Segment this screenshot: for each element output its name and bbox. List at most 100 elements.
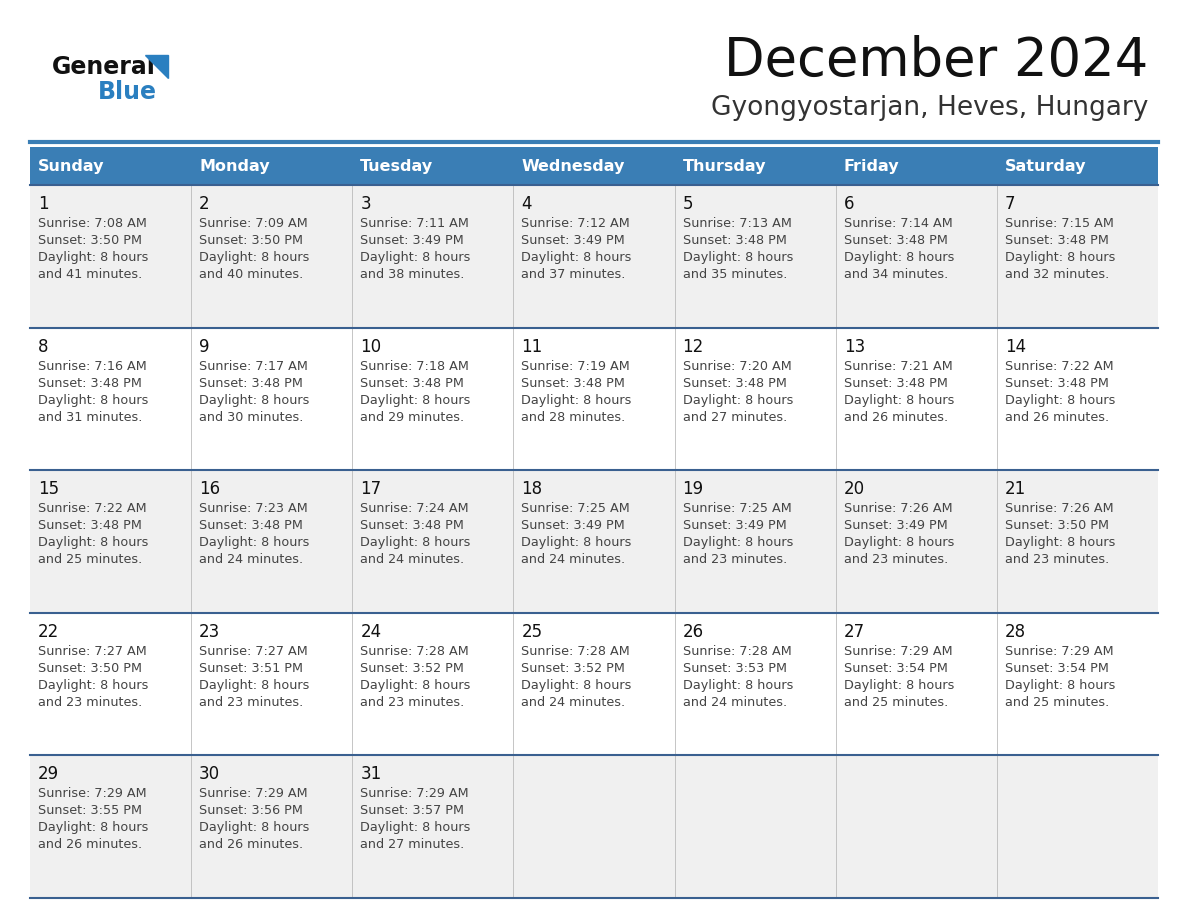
Text: Sunset: 3:48 PM: Sunset: 3:48 PM (200, 520, 303, 532)
Text: Daylight: 8 hours: Daylight: 8 hours (38, 251, 148, 264)
Text: 12: 12 (683, 338, 703, 355)
Text: 28: 28 (1005, 622, 1026, 641)
Text: Sunset: 3:48 PM: Sunset: 3:48 PM (1005, 234, 1108, 247)
Text: Sunrise: 7:22 AM: Sunrise: 7:22 AM (38, 502, 146, 515)
Text: 7: 7 (1005, 195, 1016, 213)
Text: Daylight: 8 hours: Daylight: 8 hours (1005, 536, 1116, 549)
Text: Sunset: 3:48 PM: Sunset: 3:48 PM (843, 234, 948, 247)
Text: Sunrise: 7:09 AM: Sunrise: 7:09 AM (200, 217, 308, 230)
Text: Sunrise: 7:29 AM: Sunrise: 7:29 AM (1005, 644, 1113, 658)
Text: Sunset: 3:48 PM: Sunset: 3:48 PM (360, 376, 465, 389)
Text: Sunset: 3:54 PM: Sunset: 3:54 PM (1005, 662, 1108, 675)
Text: and 41 minutes.: and 41 minutes. (38, 268, 143, 281)
Text: 15: 15 (38, 480, 59, 498)
Text: Daylight: 8 hours: Daylight: 8 hours (38, 394, 148, 407)
Text: Sunset: 3:50 PM: Sunset: 3:50 PM (38, 662, 143, 675)
Text: and 24 minutes.: and 24 minutes. (683, 696, 786, 709)
Bar (30, 147, 1158, 185)
Text: Daylight: 8 hours: Daylight: 8 hours (522, 394, 632, 407)
Text: Sunrise: 7:17 AM: Sunrise: 7:17 AM (200, 360, 308, 373)
Text: Sunday: Sunday (38, 159, 105, 174)
Text: and 40 minutes.: and 40 minutes. (200, 268, 303, 281)
Text: and 30 minutes.: and 30 minutes. (200, 410, 303, 423)
Text: Daylight: 8 hours: Daylight: 8 hours (843, 678, 954, 692)
Text: 6: 6 (843, 195, 854, 213)
Text: Sunset: 3:57 PM: Sunset: 3:57 PM (360, 804, 465, 817)
Text: and 24 minutes.: and 24 minutes. (360, 554, 465, 566)
Text: Sunset: 3:49 PM: Sunset: 3:49 PM (360, 234, 465, 247)
Text: Sunrise: 7:12 AM: Sunrise: 7:12 AM (522, 217, 630, 230)
Text: Daylight: 8 hours: Daylight: 8 hours (360, 394, 470, 407)
Text: Daylight: 8 hours: Daylight: 8 hours (360, 678, 470, 692)
Text: Sunset: 3:55 PM: Sunset: 3:55 PM (38, 804, 143, 817)
Text: Daylight: 8 hours: Daylight: 8 hours (360, 251, 470, 264)
Text: Sunrise: 7:25 AM: Sunrise: 7:25 AM (683, 502, 791, 515)
Text: Sunset: 3:51 PM: Sunset: 3:51 PM (200, 662, 303, 675)
Polygon shape (145, 55, 168, 78)
Text: Sunrise: 7:26 AM: Sunrise: 7:26 AM (843, 502, 953, 515)
Text: Sunset: 3:48 PM: Sunset: 3:48 PM (360, 520, 465, 532)
Text: Daylight: 8 hours: Daylight: 8 hours (1005, 251, 1116, 264)
Text: 17: 17 (360, 480, 381, 498)
Text: Sunset: 3:48 PM: Sunset: 3:48 PM (38, 376, 141, 389)
Text: Wednesday: Wednesday (522, 159, 625, 174)
Text: and 25 minutes.: and 25 minutes. (843, 696, 948, 709)
Text: Sunrise: 7:08 AM: Sunrise: 7:08 AM (38, 217, 147, 230)
Text: 1: 1 (38, 195, 49, 213)
Text: and 31 minutes.: and 31 minutes. (38, 410, 143, 423)
Text: Daylight: 8 hours: Daylight: 8 hours (1005, 394, 1116, 407)
Text: Daylight: 8 hours: Daylight: 8 hours (683, 394, 792, 407)
Text: Sunset: 3:54 PM: Sunset: 3:54 PM (843, 662, 948, 675)
Text: December 2024: December 2024 (723, 35, 1148, 87)
Bar (30, 185, 1158, 328)
Text: and 24 minutes.: and 24 minutes. (522, 696, 626, 709)
Text: and 29 minutes.: and 29 minutes. (360, 410, 465, 423)
Text: Blue: Blue (97, 80, 157, 104)
Text: Thursday: Thursday (683, 159, 766, 174)
Text: and 25 minutes.: and 25 minutes. (1005, 696, 1110, 709)
Text: 24: 24 (360, 622, 381, 641)
Text: Daylight: 8 hours: Daylight: 8 hours (200, 394, 310, 407)
Text: Daylight: 8 hours: Daylight: 8 hours (200, 536, 310, 549)
Text: Daylight: 8 hours: Daylight: 8 hours (683, 536, 792, 549)
Text: Sunset: 3:48 PM: Sunset: 3:48 PM (522, 376, 625, 389)
Text: Daylight: 8 hours: Daylight: 8 hours (360, 536, 470, 549)
Text: Daylight: 8 hours: Daylight: 8 hours (200, 822, 310, 834)
Text: 4: 4 (522, 195, 532, 213)
Text: and 26 minutes.: and 26 minutes. (200, 838, 303, 851)
Text: and 32 minutes.: and 32 minutes. (1005, 268, 1110, 281)
Text: and 28 minutes.: and 28 minutes. (522, 410, 626, 423)
Text: 11: 11 (522, 338, 543, 355)
Text: Sunset: 3:48 PM: Sunset: 3:48 PM (843, 376, 948, 389)
Text: Daylight: 8 hours: Daylight: 8 hours (200, 678, 310, 692)
Bar (30, 756, 1158, 898)
Text: Sunrise: 7:28 AM: Sunrise: 7:28 AM (360, 644, 469, 658)
Text: Tuesday: Tuesday (360, 159, 434, 174)
Text: and 38 minutes.: and 38 minutes. (360, 268, 465, 281)
Text: Daylight: 8 hours: Daylight: 8 hours (683, 678, 792, 692)
Text: Sunrise: 7:29 AM: Sunrise: 7:29 AM (38, 788, 146, 800)
Text: Daylight: 8 hours: Daylight: 8 hours (522, 678, 632, 692)
Text: Sunset: 3:48 PM: Sunset: 3:48 PM (683, 376, 786, 389)
Text: Sunset: 3:48 PM: Sunset: 3:48 PM (1005, 376, 1108, 389)
Text: 27: 27 (843, 622, 865, 641)
Text: Gyongyostarjan, Heves, Hungary: Gyongyostarjan, Heves, Hungary (710, 95, 1148, 121)
Text: 9: 9 (200, 338, 209, 355)
Text: Sunset: 3:50 PM: Sunset: 3:50 PM (1005, 520, 1108, 532)
Text: 21: 21 (1005, 480, 1026, 498)
Text: Sunrise: 7:13 AM: Sunrise: 7:13 AM (683, 217, 791, 230)
Text: Sunrise: 7:24 AM: Sunrise: 7:24 AM (360, 502, 469, 515)
Text: 16: 16 (200, 480, 220, 498)
Text: 22: 22 (38, 622, 59, 641)
Text: and 23 minutes.: and 23 minutes. (843, 554, 948, 566)
Text: and 26 minutes.: and 26 minutes. (38, 838, 143, 851)
Text: and 26 minutes.: and 26 minutes. (1005, 410, 1108, 423)
Bar (30, 613, 1158, 756)
Text: and 24 minutes.: and 24 minutes. (522, 554, 626, 566)
Text: Daylight: 8 hours: Daylight: 8 hours (843, 536, 954, 549)
Text: Daylight: 8 hours: Daylight: 8 hours (843, 394, 954, 407)
Text: and 27 minutes.: and 27 minutes. (683, 410, 786, 423)
Text: and 35 minutes.: and 35 minutes. (683, 268, 786, 281)
Text: Daylight: 8 hours: Daylight: 8 hours (38, 678, 148, 692)
Text: Sunrise: 7:18 AM: Sunrise: 7:18 AM (360, 360, 469, 373)
